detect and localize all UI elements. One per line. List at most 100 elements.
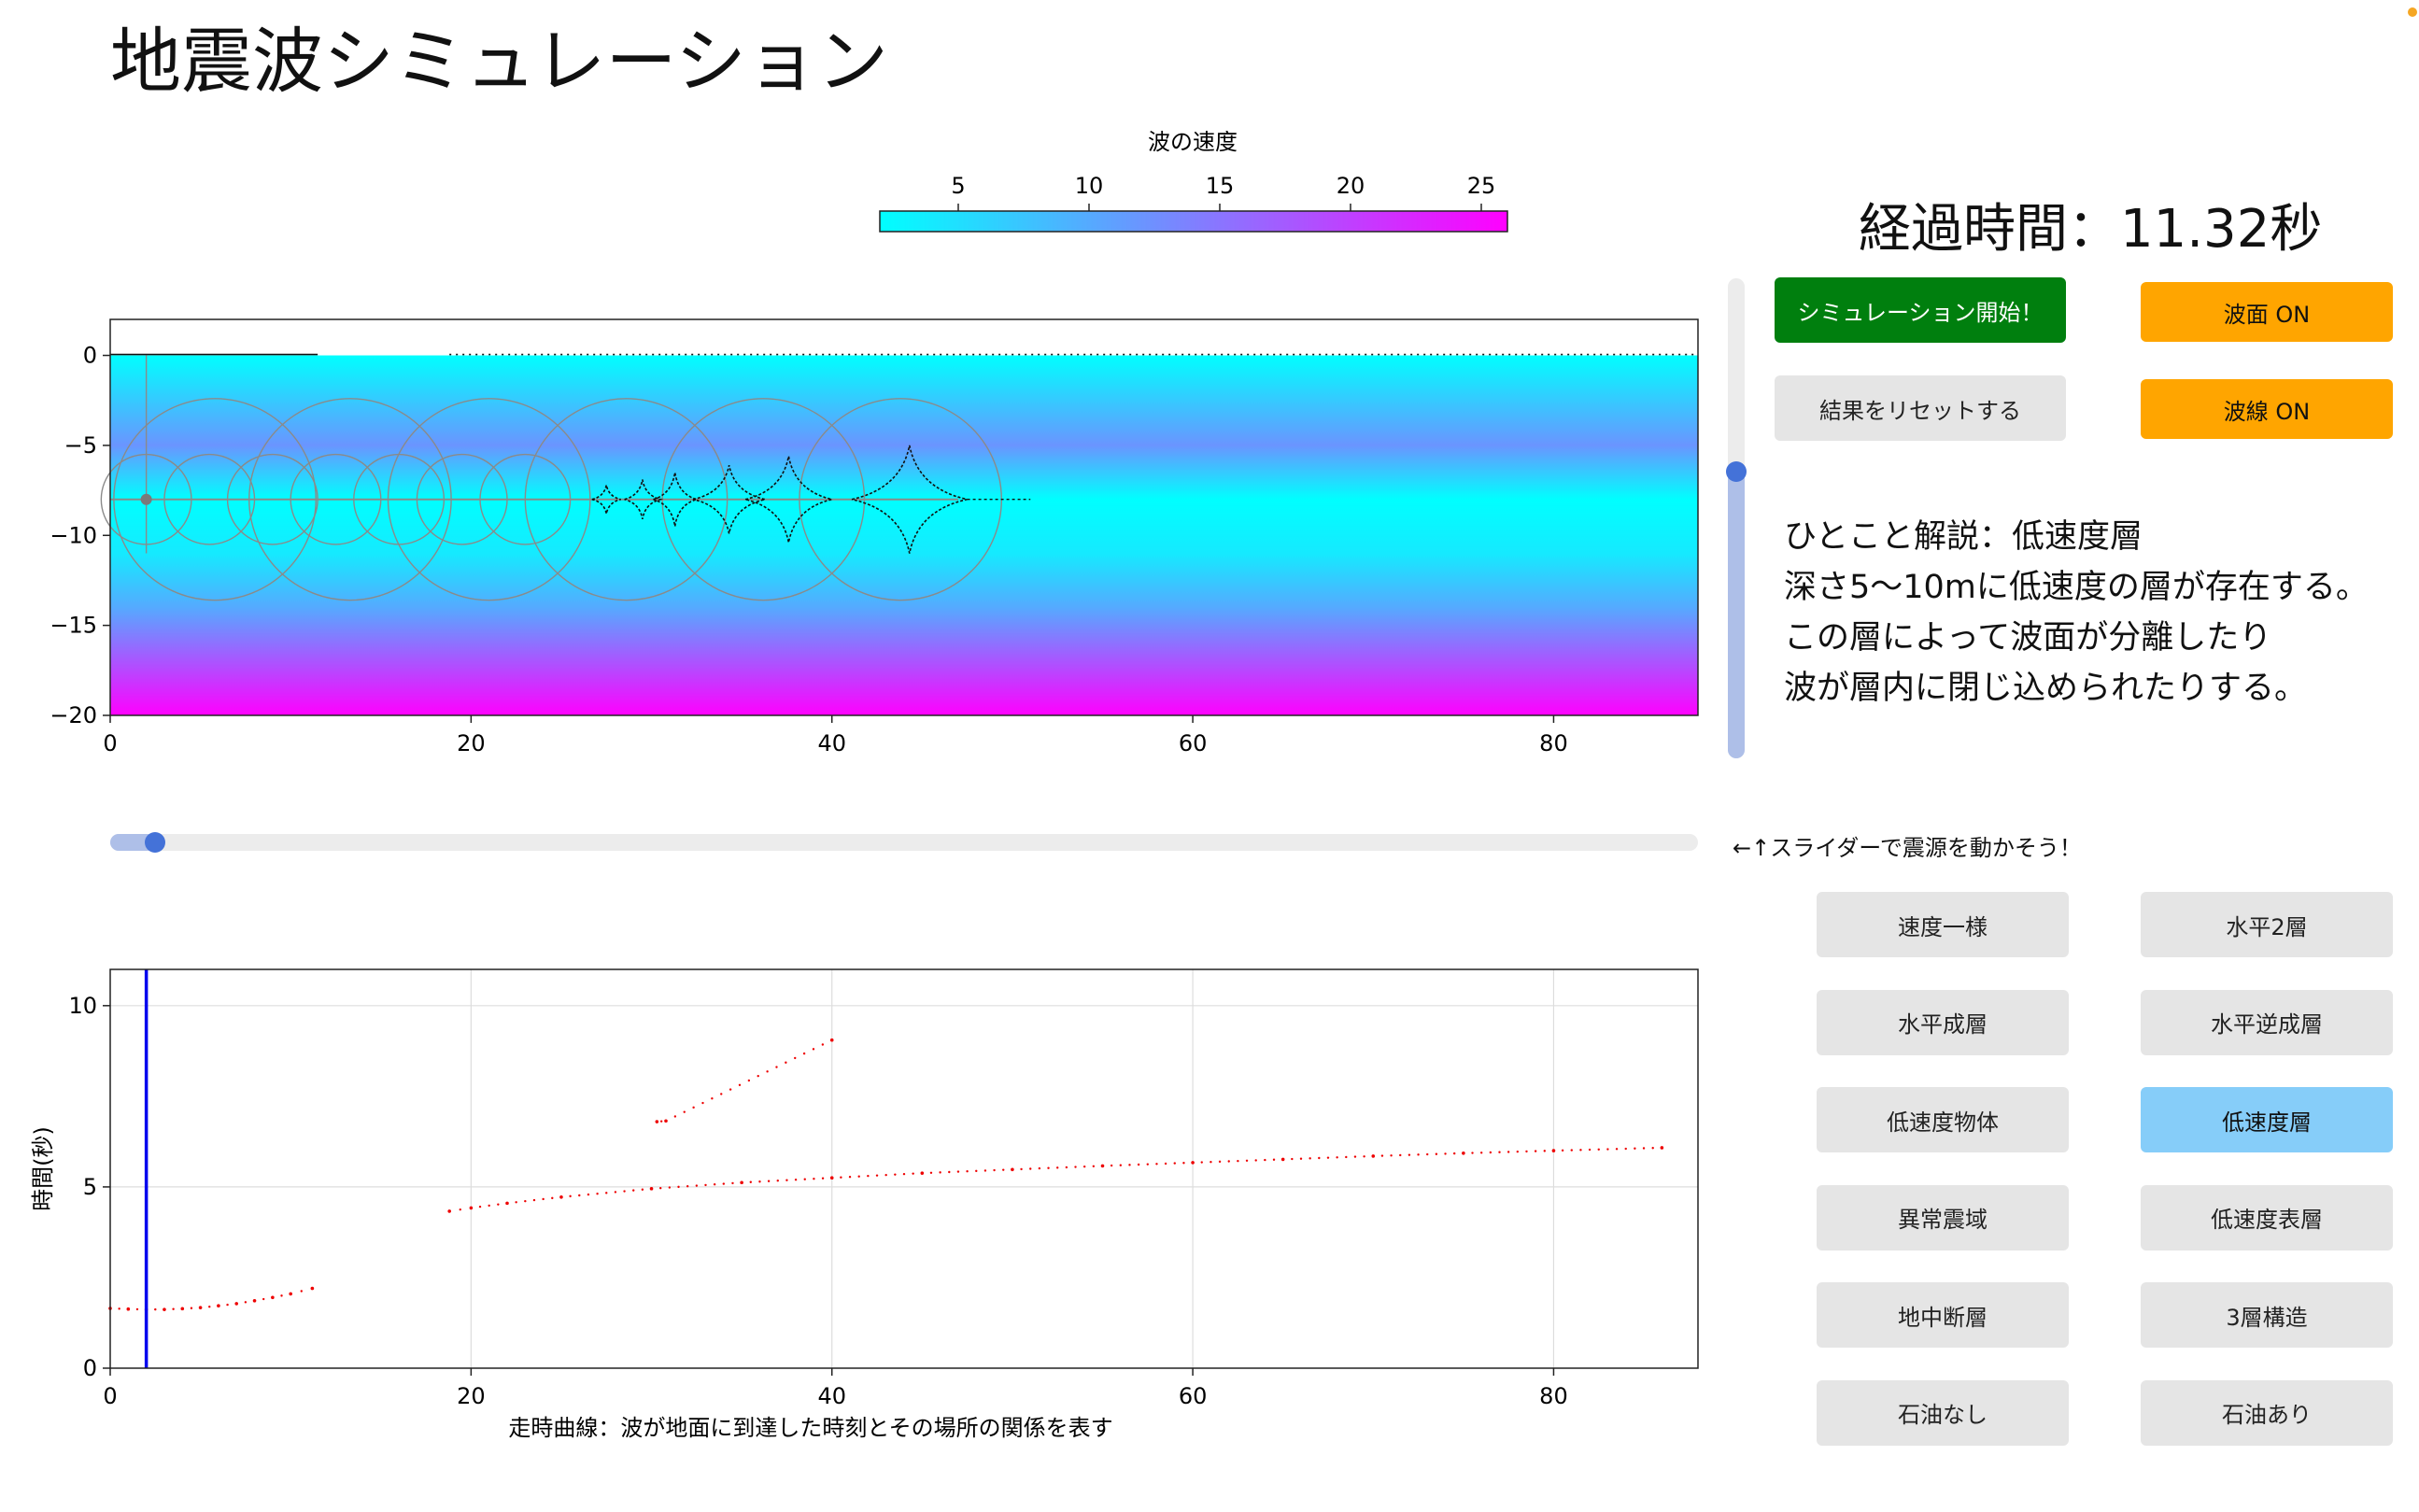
travel-time-point (172, 1307, 175, 1310)
travel-time-point (578, 1194, 581, 1197)
travel-time-point (217, 1304, 220, 1308)
travel-time-point (1363, 1155, 1365, 1158)
source-x-slider[interactable] (110, 834, 1698, 851)
travel-time-y-ticks: 0 5 10 (68, 993, 110, 1381)
travel-time-point (1210, 1161, 1212, 1164)
travel-time-point (929, 1171, 933, 1174)
travel-time-point (605, 1192, 608, 1194)
travel-time-point (208, 1306, 211, 1308)
travel-time-point (1426, 1152, 1429, 1156)
travel-time-point (1345, 1155, 1348, 1159)
travel-time-point (776, 1180, 779, 1182)
travel-time-point (1642, 1147, 1646, 1150)
preset-button[interactable]: 低速度表層 (2141, 1184, 2393, 1251)
preset-button[interactable]: 異常震域 (1817, 1184, 2069, 1251)
travel-time-point (975, 1169, 978, 1173)
travel-time-point (515, 1201, 517, 1204)
travel-time-point (1489, 1151, 1492, 1154)
preset-button[interactable]: 低速度物体 (1817, 1087, 2069, 1152)
travel-time-point (757, 1074, 759, 1078)
travel-time-point (1579, 1149, 1582, 1152)
travel-time-point (695, 1184, 699, 1187)
travel-time-point (244, 1301, 248, 1304)
preset-button[interactable]: 低速度層 (2141, 1087, 2393, 1152)
preset-button[interactable]: 水平成層 (1817, 989, 2069, 1055)
travel-time-point (740, 1180, 743, 1185)
preset-button[interactable]: 石油あり (2141, 1379, 2393, 1446)
y-tick-label: −20 (50, 702, 97, 728)
travel-time-point (1237, 1159, 1239, 1163)
travel-time-point (884, 1173, 887, 1177)
travel-time-point (857, 1175, 860, 1178)
travel-time-point (1164, 1162, 1167, 1166)
travel-time-point (569, 1194, 572, 1198)
wavefront-toggle-button[interactable]: 波面 ON (2141, 282, 2393, 342)
travel-time-point (614, 1191, 617, 1194)
travel-time-grid (110, 969, 1698, 1368)
travel-time-point (1525, 1150, 1528, 1153)
travel-time-point (1038, 1166, 1041, 1170)
preset-button[interactable]: 石油なし (1817, 1379, 2069, 1446)
reset-results-button[interactable]: 結果をリセットする (1775, 375, 2066, 441)
travel-time-point (766, 1070, 769, 1073)
preset-button[interactable]: 速度一様 (1817, 892, 2069, 957)
travel-time-point (551, 1196, 554, 1200)
travel-time-point (1399, 1153, 1402, 1157)
travel-time-point (289, 1292, 292, 1296)
velocity-colorbar: 波の速度 5 10 15 20 25 (879, 131, 1508, 233)
travel-time-point (1408, 1153, 1411, 1156)
travel-time-point (894, 1173, 897, 1176)
travel-time-point (711, 1097, 714, 1100)
x-tick-label: 0 (103, 730, 117, 756)
travel-time-point (1390, 1154, 1393, 1157)
travel-time-point (956, 1170, 960, 1173)
travel-time-point (1624, 1147, 1627, 1151)
start-simulation-button[interactable]: シミュレーション開始！ (1775, 277, 2066, 343)
colorbar-ticks: 5 10 15 20 25 (951, 173, 1495, 211)
travel-time-point (447, 1209, 451, 1213)
travel-time-point (939, 1171, 941, 1174)
travel-time-point (1543, 1150, 1546, 1152)
travel-time-point (821, 1043, 825, 1046)
travel-time-point (1254, 1159, 1257, 1162)
colorbar-tick-label: 25 (1467, 173, 1496, 199)
wave-plot-frame (109, 318, 1699, 716)
travel-time-point (118, 1307, 120, 1310)
travel-time-point (912, 1172, 914, 1175)
source-x-slider-knob[interactable] (145, 832, 165, 853)
travel-time-point (1065, 1166, 1068, 1169)
travel-time-point (1435, 1152, 1438, 1155)
travel-time-point (1110, 1164, 1113, 1167)
travel-time-point (1291, 1157, 1294, 1161)
travel-time-point (758, 1180, 761, 1183)
travel-time-point (1444, 1152, 1447, 1155)
travel-time-point (802, 1052, 806, 1055)
travel-time-point (1534, 1150, 1537, 1152)
travel-time-point (1507, 1151, 1510, 1153)
travel-time-point (720, 1093, 723, 1095)
travel-time-point (1100, 1164, 1105, 1168)
y-tick-label: −10 (50, 522, 97, 548)
travel-time-point (993, 1168, 996, 1172)
preset-button[interactable]: 水平2層 (2141, 892, 2393, 957)
travel-time-point (738, 1083, 742, 1086)
x-tick-label: 20 (457, 730, 486, 756)
travel-time-point (135, 1307, 139, 1311)
travel-time-frame (109, 968, 1699, 1369)
wave-y-ticks: 0 −5 −10 −15 −20 (50, 343, 110, 728)
travel-time-point (163, 1307, 166, 1311)
travel-time-point (1155, 1163, 1158, 1166)
ray-toggle-button[interactable]: 波線 ON (2141, 379, 2393, 439)
travel-time-point (497, 1203, 500, 1206)
travel-time-point (794, 1179, 798, 1181)
wavefront-cusp (591, 485, 621, 515)
wavefront-cusp (692, 464, 766, 534)
travel-time-point (1597, 1148, 1600, 1151)
preset-button[interactable]: 地中断層 (1817, 1282, 2069, 1348)
travel-time-point (310, 1286, 315, 1291)
travel-time-point (867, 1174, 870, 1178)
travel-time-xlabel: 走時曲線：波が地面に到達した時刻とその場所の関係を表す (508, 1415, 1112, 1441)
preset-button[interactable]: 3層構造 (2141, 1282, 2393, 1348)
preset-button[interactable]: 水平逆成層 (2141, 989, 2393, 1055)
source-depth-slider-knob[interactable] (1726, 461, 1747, 482)
